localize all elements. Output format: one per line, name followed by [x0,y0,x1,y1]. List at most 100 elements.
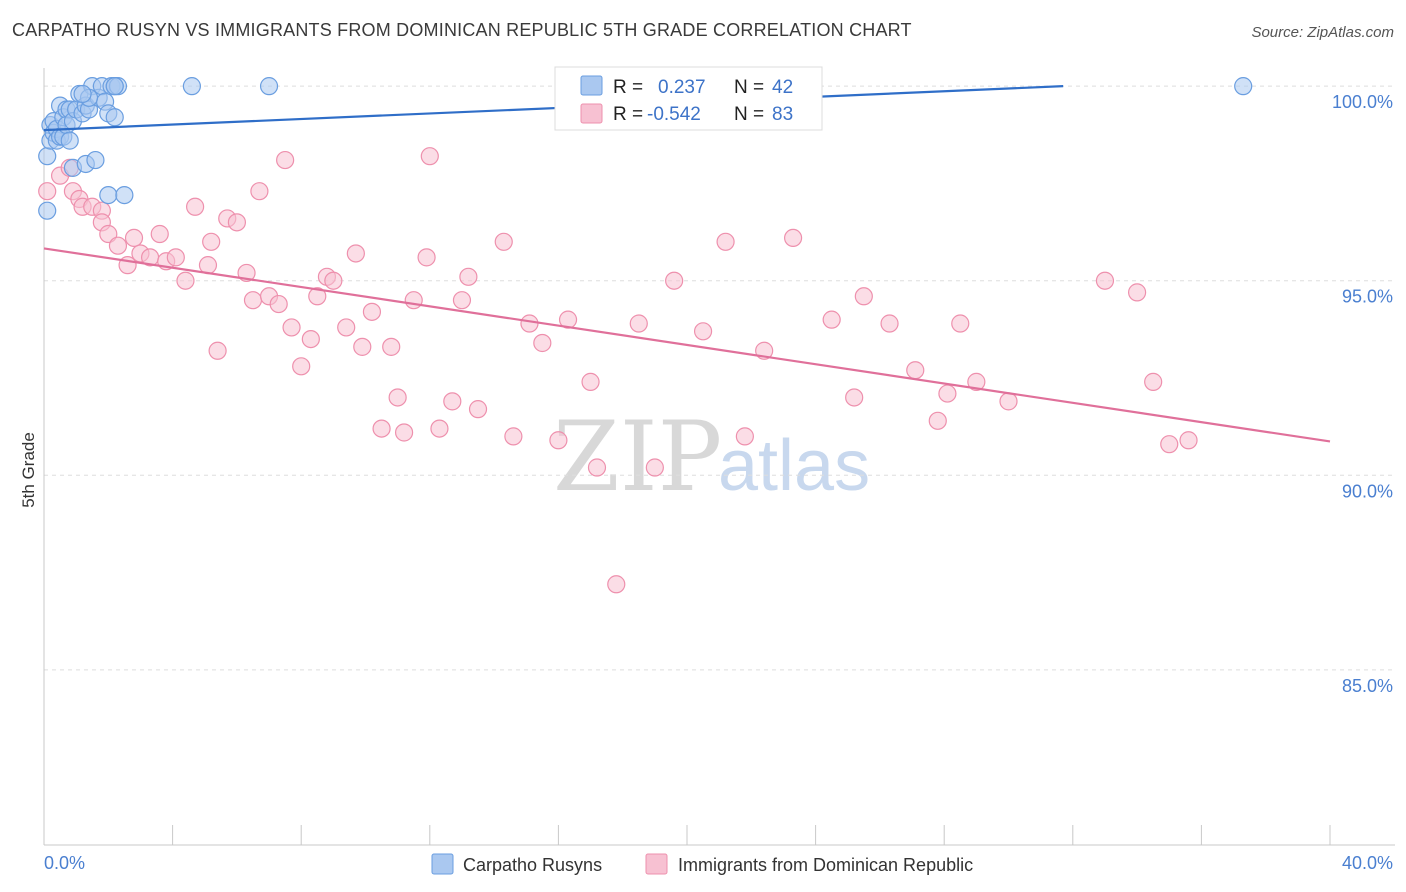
legend-swatch-carpatho [580,75,603,96]
point-s1-48 [430,419,449,438]
point-s1-65 [693,322,713,341]
x-tick-label-0: 0.0% [44,853,85,873]
point-s1-26 [243,291,263,310]
point-s0-1 [38,201,57,220]
point-s1-44 [394,423,414,442]
point-s1-51 [459,267,478,286]
point-s1-71 [845,388,864,407]
gridlines [44,85,1395,671]
legend-r-label-2: R = [613,104,643,125]
point-s1-56 [533,333,552,353]
point-s1-32 [292,357,311,376]
point-s0-34 [73,84,92,104]
point-s1-84 [1179,431,1198,450]
y-tick-label-2: 90.0% [1342,481,1393,501]
point-s1-57 [549,431,568,450]
point-s1-0 [38,182,57,201]
point-s1-81 [1127,283,1147,302]
point-s0-36 [115,185,134,205]
point-s0-37 [105,108,124,127]
point-s1-83 [1160,435,1179,454]
point-s1-37 [337,318,356,337]
point-s1-36 [324,271,343,290]
point-s1-77 [951,314,970,333]
series-legend: Carpatho Rusyns Immigrants from Dominica… [431,853,973,875]
point-s1-59 [581,372,600,391]
point-s1-73 [880,314,899,333]
point-s1-67 [735,427,754,446]
point-s1-24 [227,213,246,232]
source-credit: Source: ZipAtlas.com [1251,24,1394,41]
point-s1-12 [124,228,144,248]
point-s1-76 [938,384,957,403]
point-s1-18 [176,271,195,290]
point-s1-42 [382,337,401,356]
point-s1-31 [282,318,301,337]
point-s0-40 [259,77,279,96]
point-s1-17 [166,248,185,267]
point-s1-45 [404,291,423,310]
point-s1-64 [665,271,684,290]
point-s1-50 [452,291,472,310]
point-s1-22 [208,341,227,360]
legend-n-value-2: 83 [772,104,793,125]
point-s0-0 [38,147,57,166]
point-s1-33 [301,329,320,349]
series-legend-label-carpatho: Carpatho Rusyns [463,855,602,875]
point-s1-15 [150,224,169,244]
stats-legend: R = 0.237 N = 42 R = -0.542 N = 83 [554,66,823,131]
point-s1-75 [928,411,947,430]
point-s1-34 [308,287,327,306]
point-s1-52 [468,400,488,419]
y-tick-label-1: 95.0% [1342,287,1393,307]
legend-swatch-dominican [580,103,603,124]
point-s0-15 [60,131,79,150]
point-s1-55 [520,314,539,333]
point-s1-54 [504,427,523,446]
point-s1-63 [645,458,664,477]
point-s0-41 [1234,77,1253,96]
point-s1-53 [494,232,513,251]
point-s1-66 [716,232,735,251]
point-s1-38 [346,244,365,263]
point-s0-25 [86,150,105,170]
point-s1-72 [854,287,873,306]
point-s1-60 [587,458,607,477]
y-axis-label: 5th Grade [19,432,38,508]
point-s1-74 [906,361,925,380]
point-s1-61 [607,575,626,594]
point-s0-35 [99,185,118,205]
data-points [38,77,1253,594]
legend-n-label-2: N = [734,104,764,125]
watermark-zip: ZIP [553,401,722,513]
point-s1-80 [1095,271,1115,290]
legend-n-value-1: 42 [772,77,793,98]
point-s1-62 [629,314,648,333]
point-s1-70 [822,310,841,329]
point-s1-21 [202,232,221,251]
x-tick-label-1: 40.0% [1342,853,1393,873]
point-s1-78 [967,372,986,391]
point-s1-27 [250,182,269,201]
legend-n-label-1: N = [734,77,764,98]
point-s1-49 [443,392,462,411]
series-legend-label-dominican: Immigrants from Dominican Republic [678,855,973,875]
y-tick-label-0: 100.0% [1332,92,1393,112]
point-s1-40 [362,302,382,321]
trend-line-s0 [43,85,1064,132]
legend-r-value-1: 0.237 [658,77,706,98]
legend-r-value-2: -0.542 [647,104,701,125]
y-tick-label-3: 85.0% [1342,676,1393,696]
point-s1-41 [372,419,391,438]
point-s0-39 [182,77,201,96]
point-s1-79 [999,392,1018,411]
tick-labels: 100.0% 95.0% 90.0% 85.0% 0.0% 40.0% [44,92,1393,873]
point-s1-69 [783,228,803,248]
point-s1-19 [186,197,205,216]
trend-line-s1 [43,247,1331,443]
point-s0-38 [105,77,124,96]
watermark: ZIP atlas [553,401,870,513]
series-legend-swatch-carpatho [431,853,454,875]
point-s1-39 [353,337,372,356]
point-s1-30 [276,150,295,170]
